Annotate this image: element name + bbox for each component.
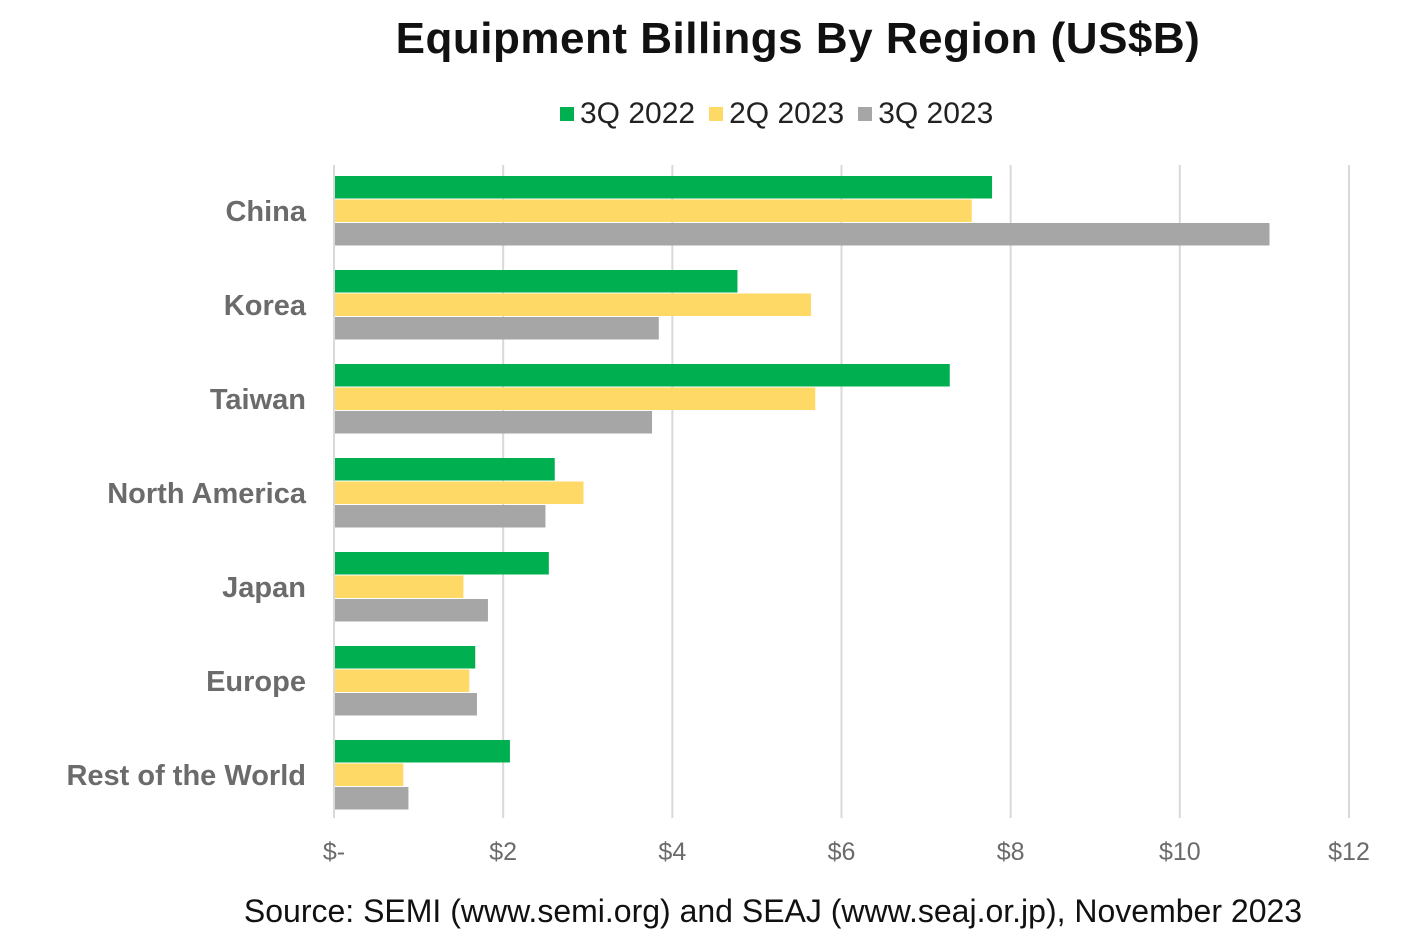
- source-note: Source: SEMI (www.semi.org) and SEAJ (ww…: [243, 893, 1303, 929]
- bar-rest-of-the-world-3q-2022: [334, 740, 510, 763]
- category-label: Japan: [222, 572, 306, 604]
- bar-europe-2q-2023: [334, 669, 470, 692]
- x-tick-label: $4: [658, 838, 686, 866]
- bar-china-3q-2023: [334, 223, 1270, 246]
- x-tick-label: $12: [1328, 838, 1370, 866]
- bar-china-2q-2023: [334, 199, 972, 222]
- bar-taiwan-3q-2022: [334, 364, 950, 387]
- bar-rest-of-the-world-2q-2023: [334, 763, 404, 786]
- category-label: China: [225, 196, 306, 228]
- legend-swatch: [858, 107, 873, 121]
- x-tick-label: $-: [323, 838, 345, 866]
- category-label: Taiwan: [210, 384, 306, 416]
- bar-korea-3q-2023: [334, 317, 659, 340]
- legend-label: 2Q 2023: [729, 97, 845, 130]
- legend: 3Q 2022 2Q 2023 3Q 2023: [560, 94, 993, 134]
- category-label: North America: [107, 478, 307, 510]
- legend-item: 3Q 2023: [858, 97, 993, 131]
- x-tick-label: $2: [489, 838, 517, 866]
- legend-item: 2Q 2023: [709, 97, 844, 131]
- legend-label: 3Q 2022: [580, 97, 696, 130]
- x-tick-label: $10: [1159, 838, 1201, 866]
- bar-north-america-2q-2023: [334, 481, 584, 504]
- x-tick-label: $8: [997, 838, 1025, 866]
- bar-rest-of-the-world-3q-2023: [334, 787, 409, 810]
- bar-taiwan-3q-2023: [334, 411, 653, 434]
- bar-japan-3q-2022: [334, 552, 549, 575]
- bar-japan-3q-2023: [334, 599, 488, 622]
- bar-taiwan-2q-2023: [334, 387, 816, 410]
- category-label: Korea: [224, 290, 307, 322]
- legend-label: 3Q 2023: [878, 97, 994, 130]
- legend-item: 3Q 2022: [560, 97, 695, 131]
- category-label: Europe: [206, 666, 306, 698]
- bar-europe-3q-2023: [334, 693, 477, 716]
- bar-europe-3q-2022: [334, 646, 476, 669]
- category-label: Rest of the World: [66, 760, 306, 792]
- chart-title: Equipment Billings By Region (US$B): [395, 14, 1201, 63]
- legend-swatch: [560, 107, 574, 121]
- bar-korea-2q-2023: [334, 293, 812, 316]
- bar-japan-2q-2023: [334, 575, 464, 598]
- x-tick-label: $6: [828, 838, 856, 866]
- bar-north-america-3q-2022: [334, 458, 555, 481]
- bar-korea-3q-2022: [334, 270, 738, 293]
- bar-china-3q-2022: [334, 176, 993, 199]
- legend-swatch: [709, 107, 724, 121]
- bar-north-america-3q-2023: [334, 505, 546, 528]
